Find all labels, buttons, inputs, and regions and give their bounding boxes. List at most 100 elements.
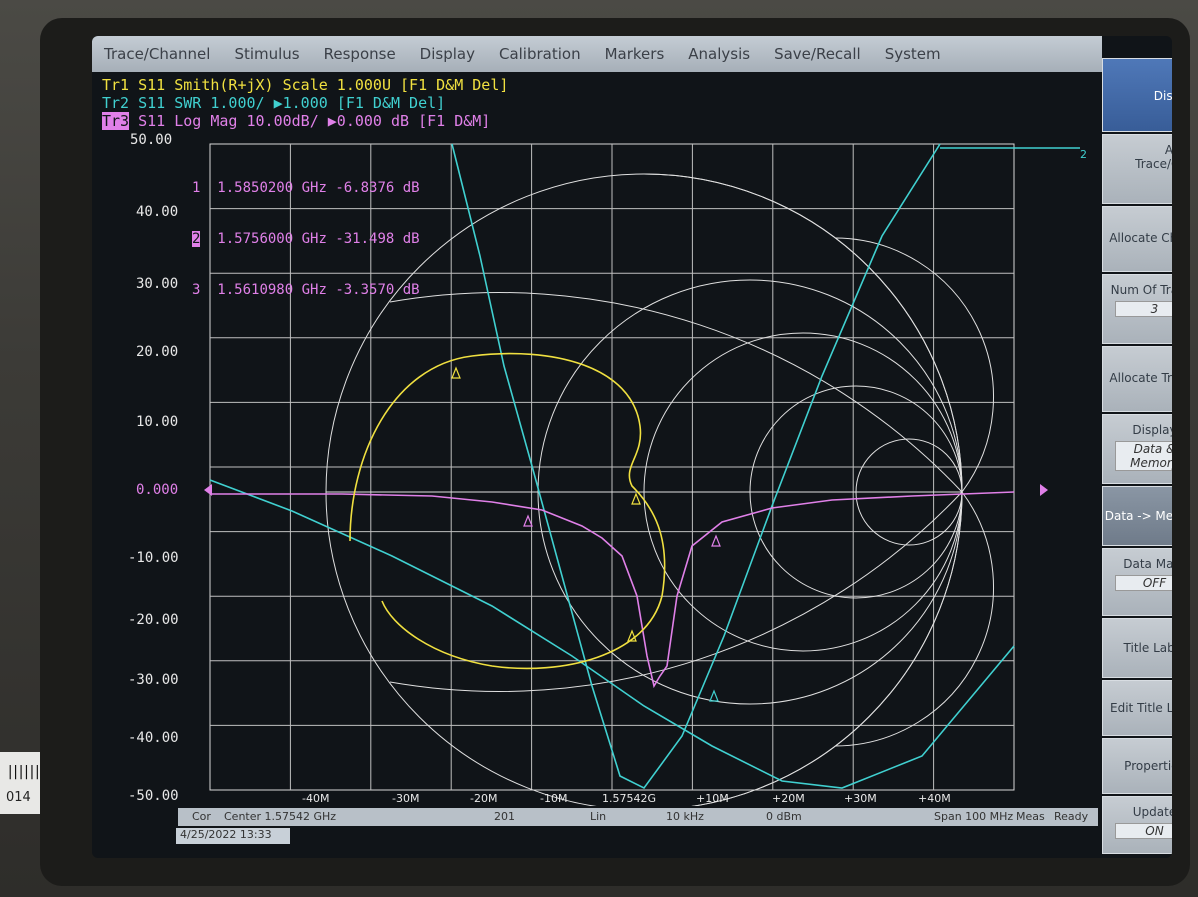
menu-system[interactable]: System bbox=[884, 45, 941, 63]
softkey-label: Properties bbox=[1124, 759, 1172, 773]
menu-analysis[interactable]: Analysis bbox=[688, 45, 751, 63]
status-ready: Ready bbox=[1054, 810, 1089, 823]
trace-1-smith-data bbox=[349, 352, 666, 670]
softkey-label: Update bbox=[1132, 805, 1172, 819]
y-tick: 40.00 bbox=[136, 204, 179, 220]
marker-value: -6.8376 dB bbox=[335, 180, 420, 196]
smith-markers[interactable] bbox=[451, 366, 641, 642]
x-tick: +20M bbox=[772, 792, 805, 805]
menu-response[interactable]: Response bbox=[323, 45, 396, 63]
marker-frequency: 1.5756000 GHz bbox=[217, 231, 327, 247]
measurement-plot[interactable]: 2 bbox=[92, 36, 1102, 806]
smith-x-arc-1-down bbox=[690, 491, 963, 806]
menu-bar: Trace/Channel Stimulus Response Display … bbox=[92, 36, 1102, 72]
marker-readout: 1 1.5850200 GHz -6.8376 dB 2 1.5756000 G… bbox=[192, 146, 420, 333]
status-span[interactable]: Span 100 MHz bbox=[934, 810, 1014, 823]
marker-3-logmag[interactable] bbox=[523, 514, 533, 527]
softkey-num-of-traces[interactable]: Num Of Traces 3 bbox=[1102, 274, 1172, 344]
menu-markers[interactable]: Markers bbox=[604, 45, 665, 63]
ref-arrow-left-icon[interactable] bbox=[204, 484, 212, 496]
y-tick: 10.00 bbox=[136, 414, 179, 430]
marker-number: 3 bbox=[192, 282, 201, 298]
status-center-frequency[interactable]: Center 1.57542 GHz bbox=[224, 810, 337, 823]
smith-x-arc-05-up bbox=[389, 292, 963, 493]
trace-3-tag: Tr3 bbox=[102, 112, 130, 130]
smith-x-arc-2-down bbox=[834, 491, 994, 747]
marker-number: 1 bbox=[192, 180, 201, 196]
status-meas: Meas bbox=[1016, 810, 1045, 823]
y-tick: 50.00 bbox=[130, 132, 173, 148]
y-tick-reference: 0.000 bbox=[136, 482, 179, 498]
softkey-label: Allocate Traces bbox=[1109, 371, 1172, 385]
date-time: 4/25/2022 13:33 bbox=[176, 828, 290, 844]
marker-readout-row[interactable]: 1 1.5850200 GHz -6.8376 dB bbox=[192, 180, 420, 197]
softkey-label: Num Of Traces bbox=[1110, 283, 1172, 297]
trace-1-label[interactable]: Tr1 S11 Smith(R+jX) Scale 1.000U [F1 D&M… bbox=[102, 76, 509, 94]
marker-2-smith[interactable] bbox=[631, 492, 641, 505]
marker-3-smith[interactable] bbox=[451, 366, 461, 379]
trace-3-label[interactable]: Tr3 S11 Log Mag 10.00dB/ ▶0.000 dB [F1 D… bbox=[102, 112, 508, 130]
status-power[interactable]: 0 dBm bbox=[766, 810, 802, 823]
softkey-display-header[interactable]: Display bbox=[1102, 58, 1172, 132]
status-points[interactable]: 201 bbox=[494, 810, 515, 823]
softkey-data-to-memory[interactable]: Data -> Memory bbox=[1102, 486, 1172, 546]
status-if-bandwidth[interactable]: 10 kHz bbox=[666, 810, 704, 823]
softkey-active-trace[interactable]: Active Trace/Chan bbox=[1102, 134, 1172, 204]
x-tick: +40M bbox=[918, 792, 951, 805]
y-tick: -20.00 bbox=[128, 612, 179, 628]
softkey-allocate-channels[interactable]: Allocate Chann bbox=[1102, 206, 1172, 272]
softkey-label: Title Label bbox=[1123, 641, 1172, 655]
marker-value: -31.498 dB bbox=[335, 231, 420, 247]
marker-1-smith[interactable] bbox=[627, 629, 637, 642]
softkey-display-mode[interactable]: Display Data & Memory bbox=[1102, 414, 1172, 484]
x-tick: -30M bbox=[392, 792, 420, 805]
trace-3-text: S11 Log Mag 10.00dB/ ▶0.000 dB [F1 D&M] bbox=[129, 112, 491, 130]
trace-2-label[interactable]: Tr2 S11 SWR 1.000/ ▶1.000 [F1 D&M Del] bbox=[102, 94, 446, 112]
menu-stimulus[interactable]: Stimulus bbox=[234, 45, 300, 63]
softkey-label: Allocate Chann bbox=[1109, 231, 1172, 245]
menu-calibration[interactable]: Calibration bbox=[498, 45, 581, 63]
softkey-panel: Display Active Trace/Chan Allocate Chann… bbox=[1102, 58, 1172, 858]
ref-arrow-right-icon[interactable] bbox=[1040, 484, 1048, 496]
y-tick: 20.00 bbox=[136, 344, 179, 360]
trace-2-end-tag: 2 bbox=[1080, 148, 1087, 161]
y-tick: -30.00 bbox=[128, 672, 179, 688]
softkey-edit-title-label[interactable]: Edit Title Label bbox=[1102, 680, 1172, 736]
softkey-title-label[interactable]: Title Label bbox=[1102, 618, 1172, 678]
marker-frequency: 1.5850200 GHz bbox=[217, 180, 327, 196]
marker-1-logmag[interactable] bbox=[711, 534, 721, 547]
marker-readout-row[interactable]: 3 1.5610980 GHz -3.3570 dB bbox=[192, 282, 420, 299]
y-tick: -10.00 bbox=[128, 550, 179, 566]
y-tick: 30.00 bbox=[136, 276, 179, 292]
menu-trace-channel[interactable]: Trace/Channel bbox=[104, 45, 211, 63]
menu-display[interactable]: Display bbox=[419, 45, 475, 63]
smith-x-arc-2-up bbox=[834, 237, 994, 493]
trace-2-swr-memory bbox=[209, 479, 1015, 789]
trace-legend: Tr1 S11 Smith(R+jX) Scale 1.000U [F1 D&M… bbox=[102, 76, 508, 130]
status-correction: Cor bbox=[192, 810, 211, 823]
y-tick: -50.00 bbox=[128, 788, 179, 804]
menu-save-recall[interactable]: Save/Recall bbox=[774, 45, 861, 63]
trace-3-logmag-data bbox=[210, 491, 1015, 689]
softkey-label: Active Trace/Chan bbox=[1135, 143, 1172, 171]
marker-readout-row-active[interactable]: 2 1.5756000 GHz -31.498 dB bbox=[192, 231, 420, 248]
cartesian-grid bbox=[210, 144, 1014, 790]
x-tick: -20M bbox=[470, 792, 498, 805]
softkey-update[interactable]: Update ON bbox=[1102, 796, 1172, 854]
swr-markers[interactable] bbox=[709, 689, 719, 702]
softkey-label: Data Math bbox=[1123, 557, 1172, 571]
x-tick-center: 1.57542G bbox=[602, 792, 657, 805]
x-tick: +30M bbox=[844, 792, 877, 805]
status-bar: Cor Center 1.57542 GHz 201 Lin 10 kHz 0 … bbox=[178, 808, 1098, 826]
marker-1-swr[interactable] bbox=[709, 689, 719, 702]
softkey-properties[interactable]: Properties bbox=[1102, 738, 1172, 794]
logmag-markers[interactable] bbox=[523, 514, 721, 547]
y-tick: -40.00 bbox=[128, 730, 179, 746]
softkey-value: 3 bbox=[1114, 301, 1172, 317]
softkey-data-math[interactable]: Data Math OFF bbox=[1102, 548, 1172, 616]
status-sweep-type[interactable]: Lin bbox=[590, 810, 607, 823]
softkey-allocate-traces[interactable]: Allocate Traces bbox=[1102, 346, 1172, 412]
asset-label-number: 014 bbox=[6, 790, 31, 805]
softkey-value: OFF bbox=[1114, 575, 1172, 591]
smith-chart-grid bbox=[325, 173, 994, 806]
